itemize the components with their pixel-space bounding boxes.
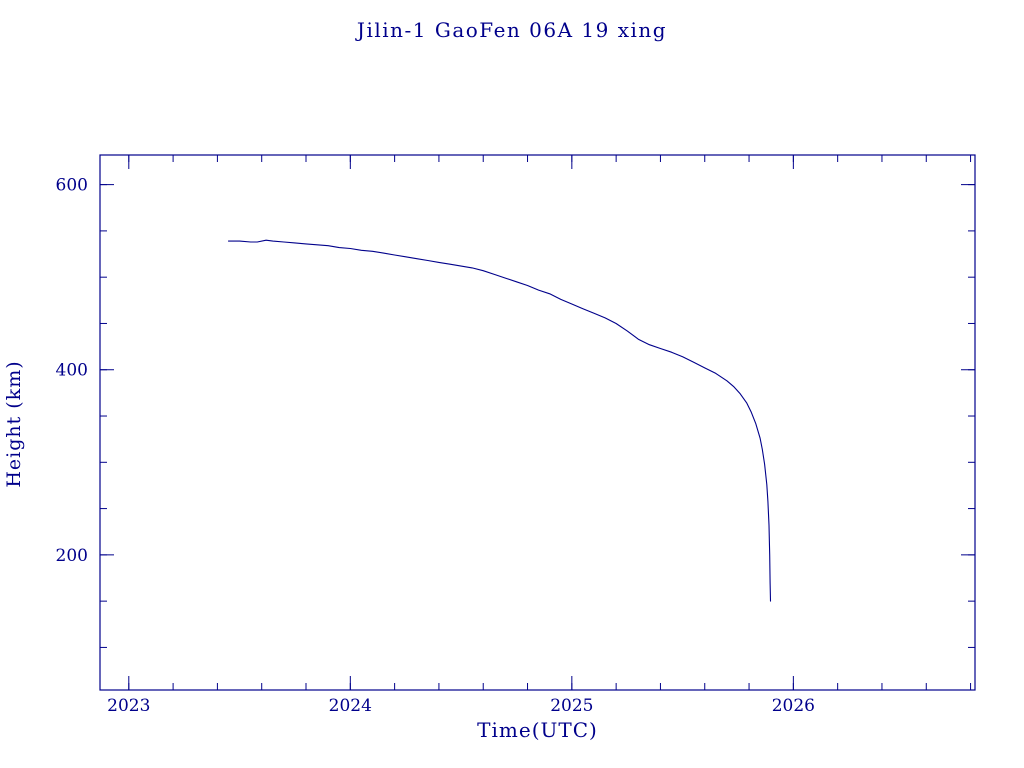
tick-label: 400: [56, 361, 88, 381]
data-line-orbital-height: [227, 239, 772, 602]
tick-label: 200: [56, 546, 88, 566]
tick-label: 2026: [772, 696, 815, 716]
tick-label: 2024: [329, 696, 372, 716]
tick-label: 600: [56, 176, 88, 196]
tick-label: 2025: [550, 696, 593, 716]
tick-label: 2023: [107, 696, 150, 716]
x-axis-label: Time(UTC): [477, 718, 598, 742]
chart-title: Jilin-1 GaoFen 06A 19 xing: [356, 18, 668, 42]
